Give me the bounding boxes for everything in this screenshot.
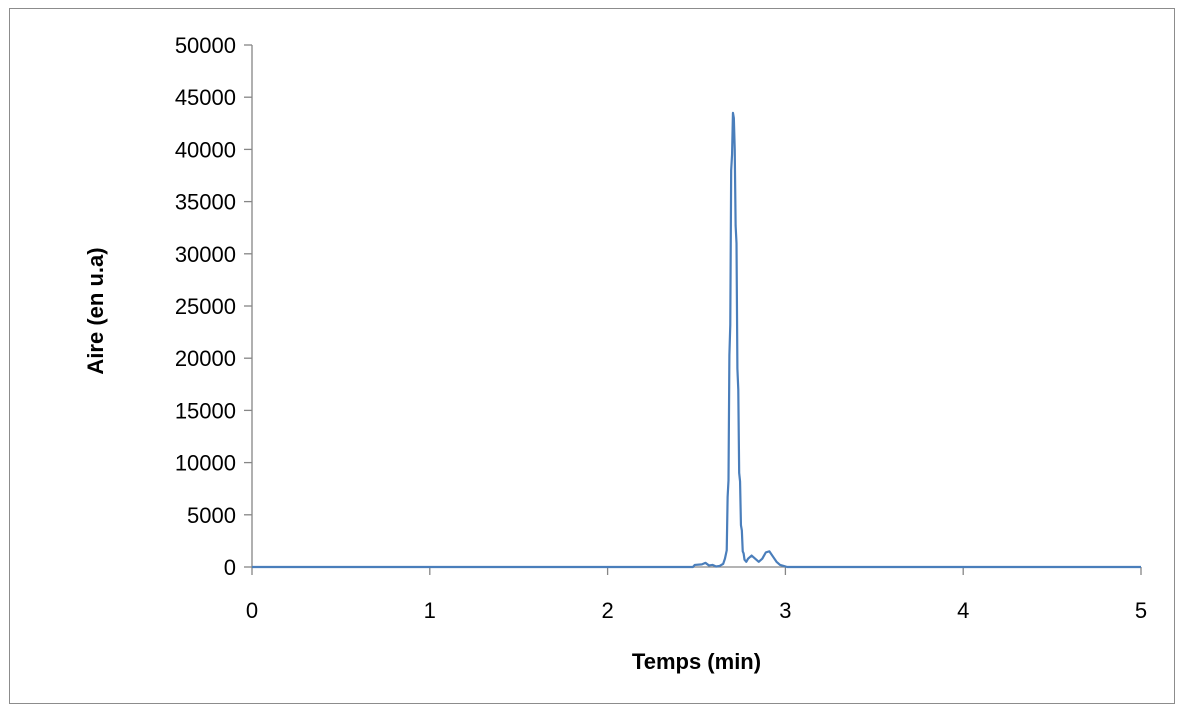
x-tick-label: 5 (1135, 598, 1147, 623)
y-tick-label: 40000 (175, 137, 236, 162)
y-axis-title: Aire (en u.a) (83, 247, 108, 374)
y-tick-label: 0 (224, 555, 236, 580)
y-tick-label: 45000 (175, 85, 236, 110)
x-tick-label: 3 (779, 598, 791, 623)
x-tick-label: 2 (601, 598, 613, 623)
y-tick-label: 50000 (175, 33, 236, 58)
y-tick-label: 30000 (175, 242, 236, 267)
y-ticks: 0 5000 10000 15000 20000 25000 30000 35000 40000… (175, 33, 252, 580)
series-line-0 (252, 111, 1141, 569)
x-axis-title: Temps (min) (632, 649, 761, 674)
y-tick-label: 25000 (175, 294, 236, 319)
x-tick-label: 0 (246, 598, 258, 623)
y-tick-label: 35000 (175, 190, 236, 215)
series-group (252, 111, 1141, 569)
y-tick-label: 10000 (175, 451, 236, 476)
chart-area (9, 8, 1175, 704)
x-tick-label: 1 (424, 598, 436, 623)
y-tick-label: 15000 (175, 398, 236, 423)
x-tick-label: 4 (957, 598, 969, 623)
y-tick-label: 5000 (187, 503, 236, 528)
x-ticks: 0 1 2 3 4 5 (246, 567, 1147, 623)
y-tick-label: 20000 (175, 346, 236, 371)
